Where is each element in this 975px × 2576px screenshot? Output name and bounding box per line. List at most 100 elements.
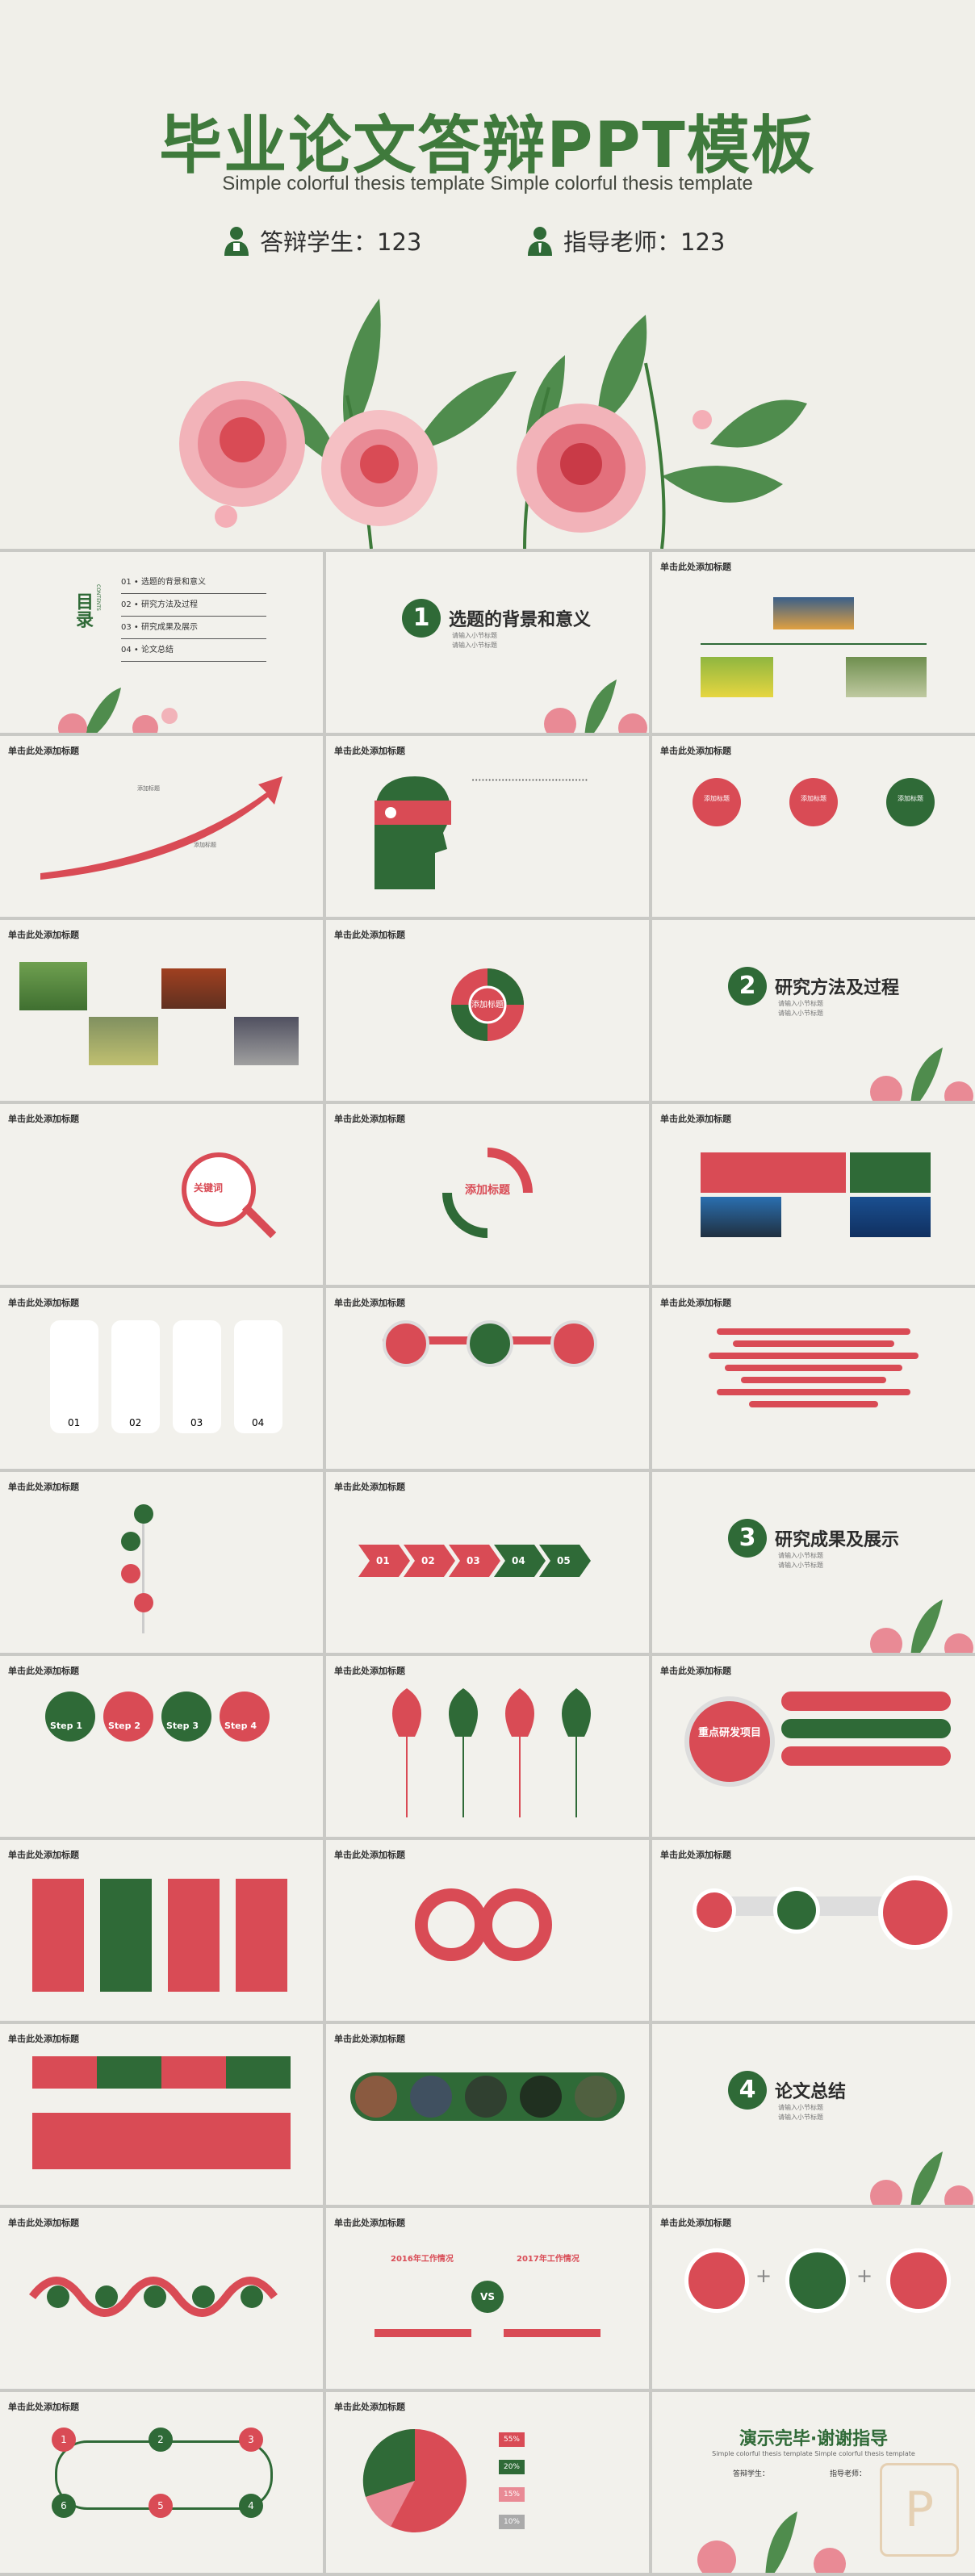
slide-photo-grid[interactable]: 单击此处添加标题: [0, 920, 323, 1101]
center-label: 添加标题: [465, 1184, 510, 1197]
slide-section-4[interactable]: 4 论文总结 请输入小节标题 请输入小节标题: [652, 2024, 975, 2205]
abcd-ring: [451, 968, 524, 1041]
slide-header: 单击此处添加标题: [334, 1666, 405, 1676]
slide-arrow-steps[interactable]: 单击此处添加标题 01 02 03 04 05: [326, 1472, 649, 1653]
slide-pie[interactable]: 单击此处添加标题 55% 20% 15% 10%: [326, 2392, 649, 2573]
slide-infinity[interactable]: 单击此处添加标题: [326, 1840, 649, 2021]
slide-header: 单击此处添加标题: [334, 930, 405, 940]
toc-item[interactable]: 01 • 选题的背景和意义: [121, 571, 266, 594]
slide-ending[interactable]: 演示完毕·谢谢指导 Simple colorful thesis templat…: [652, 2392, 975, 2573]
slide-head-profile[interactable]: 单击此处添加标题 •••••••••••••••••••••••••••••••…: [326, 736, 649, 917]
plus-icon: +: [856, 2264, 873, 2287]
paragraph: •••••••••••••••••••••••••••••••••••: [471, 777, 588, 784]
slide-toc[interactable]: 目录 CONTENTS 01 • 选题的背景和意义 02 • 研究方法及过程 0…: [0, 552, 323, 733]
slide-header: 单击此处添加标题: [334, 746, 405, 756]
slide-abcd-circle[interactable]: 单击此处添加标题 添加标题: [326, 920, 649, 1101]
toc-contents: CONTENTS: [95, 584, 101, 611]
rd-label: 重点研发项目: [697, 1727, 761, 1739]
flower-decoration: [697, 2511, 846, 2573]
section-title: 研究成果及展示: [775, 1530, 900, 1550]
section-number: 4: [728, 2071, 767, 2110]
bulb-icon: [47, 2285, 69, 2308]
bar: [375, 2329, 471, 2337]
slide-leaf-pins[interactable]: 单击此处添加标题: [326, 1656, 649, 1837]
tools-icon: [192, 2285, 215, 2308]
slide-header: 单击此处添加标题: [8, 1666, 79, 1676]
step-arrows: [358, 1545, 591, 1577]
green-block: [850, 1152, 931, 1193]
photo-field: [701, 657, 773, 697]
slide-four-steps[interactable]: 单击此处添加标题 Step 1 Step 2 Step 3 Step 4: [0, 1656, 323, 1837]
plus-icon: +: [755, 2264, 772, 2287]
slide-bar-chart[interactable]: 单击此处添加标题: [652, 1288, 975, 1469]
toc-item[interactable]: 03 • 研究成果及展示: [121, 617, 266, 639]
slide-header: 单击此处添加标题: [334, 1114, 405, 1124]
slide-cycle[interactable]: 单击此处添加标题 添加标题: [326, 1104, 649, 1285]
section-number: 3: [728, 1519, 767, 1558]
photo: [355, 2076, 397, 2118]
cycle-arrows: [442, 1148, 533, 1238]
slide-flow-numbers[interactable]: 单击此处添加标题 1 2 3 4 5 6: [0, 2392, 323, 2573]
photo: [234, 1017, 299, 1065]
slide-header: 单击此处添加标题: [660, 562, 731, 572]
glasses-icon: [693, 1888, 736, 1932]
slide-section-3[interactable]: 3 研究成果及展示 请输入小节标题 请输入小节标题: [652, 1472, 975, 1653]
label: 添加标题: [137, 785, 160, 792]
presentation-icon: [241, 2285, 263, 2308]
photo-dandelion: [846, 657, 927, 697]
slide-section-1[interactable]: 1 选题的背景和意义 请输入小节标题 请输入小节标题: [326, 552, 649, 733]
step-number: 05: [557, 1555, 571, 1566]
bars: [709, 1328, 919, 1407]
slide-wave-icons[interactable]: 单击此处添加标题: [0, 2208, 323, 2389]
gear-icon: [121, 1532, 140, 1551]
section-bullets: 请输入小节标题 请输入小节标题: [778, 1552, 823, 1569]
slide-timeline-icons[interactable]: 单击此处添加标题: [0, 1472, 323, 1653]
ending-advisor: 指导老师：: [830, 2470, 867, 2478]
student-info: 答辩学生：123: [223, 224, 421, 257]
slide-columns[interactable]: 单击此处添加标题: [0, 2024, 323, 2205]
slide-header: 单击此处添加标题: [660, 1666, 731, 1676]
section-number: 1: [402, 599, 441, 638]
circle-label: 添加标题: [801, 795, 826, 802]
main-subtitle: Simple colorful thesis template Simple c…: [222, 173, 753, 194]
circle-red: [693, 778, 741, 826]
section-title: 研究方法及过程: [775, 978, 900, 998]
slide-header: 单击此处添加标题: [660, 2218, 731, 2228]
student-label: 答辩学生：123: [260, 228, 422, 256]
slide-photos[interactable]: 单击此处添加标题: [652, 552, 975, 733]
chat-icon: [95, 2285, 118, 2308]
pin-icon: [121, 1564, 140, 1583]
slide-header: 单击此处添加标题: [8, 1114, 79, 1124]
toc-item[interactable]: 02 • 研究方法及过程: [121, 594, 266, 617]
photo-sunset: [773, 597, 854, 629]
slide-arrow-growth[interactable]: 单击此处添加标题 添加标题 添加标题: [0, 736, 323, 917]
advisor-icon: [528, 227, 552, 256]
slide-four-cards[interactable]: 单击此处添加标题 01 02 03 04: [0, 1288, 323, 1469]
slide-header: 单击此处添加标题: [334, 2034, 405, 2044]
slide-header: 单击此处添加标题: [8, 1850, 79, 1860]
watermark-logo: P: [880, 2463, 959, 2557]
slide-plus-circles[interactable]: 单击此处添加标题 + +: [652, 2208, 975, 2389]
toc-item[interactable]: 04 • 论文总结: [121, 639, 266, 662]
photo: [89, 1017, 158, 1065]
label: 添加标题: [194, 842, 216, 848]
slide-three-icons[interactable]: 单击此处添加标题: [326, 1288, 649, 1469]
slide-section-2[interactable]: 2 研究方法及过程 请输入小节标题 请输入小节标题: [652, 920, 975, 1101]
slide-circle-photos[interactable]: 单击此处添加标题: [326, 2024, 649, 2205]
slide-ribbons[interactable]: 单击此处添加标题: [0, 1840, 323, 2021]
magnifier: [684, 1696, 775, 1787]
photo: [410, 2076, 452, 2118]
growth-arrow: [40, 776, 282, 880]
flow-node: 2: [149, 2428, 173, 2452]
slide-vs-comparison[interactable]: 单击此处添加标题 2016年工作情况 2017年工作情况 VS: [326, 2208, 649, 2389]
slide-three-circles[interactable]: 单击此处添加标题 添加标题 添加标题 添加标题: [652, 736, 975, 917]
slide-image-blocks[interactable]: 单击此处添加标题: [652, 1104, 975, 1285]
slide-rd-project[interactable]: 单击此处添加标题 重点研发项目: [652, 1656, 975, 1837]
document-icon: [144, 2285, 166, 2308]
ending-student: 答辩学生：: [733, 2470, 770, 2478]
slide-keyword-magnifier[interactable]: 单击此处添加标题 关键词: [0, 1104, 323, 1285]
timeline-line: [142, 1504, 144, 1633]
slide-connected-circles[interactable]: 单击此处添加标题: [652, 1840, 975, 2021]
pct-badge: 55%: [499, 2432, 525, 2447]
head-silhouette: [375, 776, 451, 889]
